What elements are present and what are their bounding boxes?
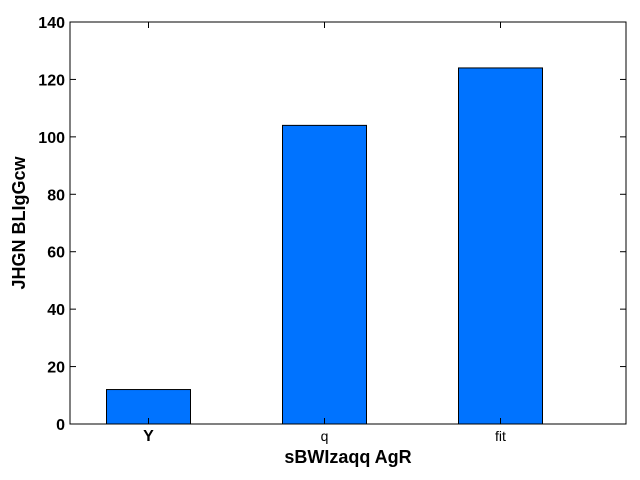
bars-layer (106, 67, 543, 425)
y-tick-label: 60 (47, 245, 65, 262)
plot-frame (69, 21, 627, 425)
y-tick-label: 0 (56, 417, 65, 434)
y-tick-label: 20 (47, 360, 65, 377)
x-tick-label: fit (495, 428, 506, 444)
y-tick-label: 100 (38, 130, 65, 147)
bar-q (282, 124, 367, 425)
y-axis-title: JHGN BLIgGcw (9, 155, 29, 289)
y-tick-label: 40 (47, 302, 65, 319)
x-tick-label: q (321, 428, 329, 444)
y-tick-label: 80 (47, 187, 65, 204)
y-tick-label: 120 (38, 72, 65, 89)
bar-fit (458, 67, 543, 425)
x-tick-label: Y (143, 428, 154, 445)
y-tick-label: 140 (38, 15, 65, 32)
x-axis-title: sBWIzaqq AgR (284, 447, 411, 467)
